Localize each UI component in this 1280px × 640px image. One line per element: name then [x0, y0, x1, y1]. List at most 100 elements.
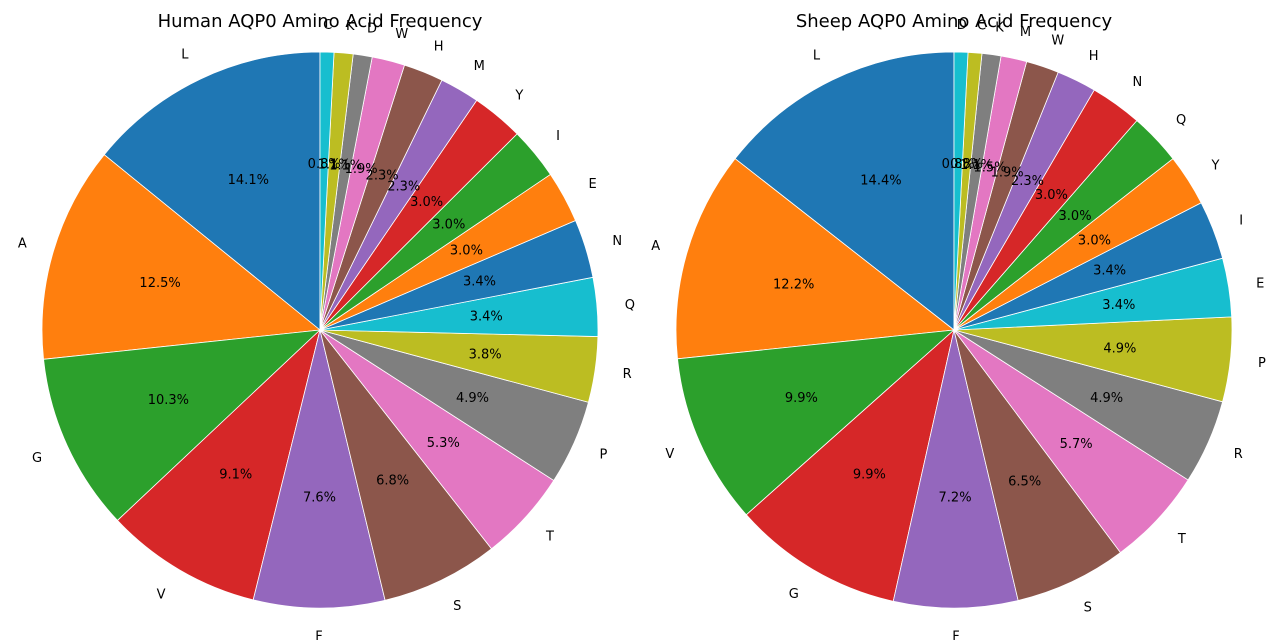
human-label-H: H — [434, 40, 444, 55]
sheep-label-N: N — [1133, 75, 1143, 90]
sheep-pct-F: 7.2% — [939, 490, 972, 505]
human-label-I: I — [556, 129, 560, 144]
sheep-label-K: K — [995, 21, 1004, 36]
sheep-pct-P: 4.9% — [1103, 341, 1136, 356]
human-slice-L — [103, 51, 321, 331]
sheep-pct-E: 3.4% — [1102, 298, 1135, 313]
human-pct-V: 9.1% — [219, 467, 252, 482]
sheep-label-R: R — [1234, 447, 1243, 462]
human-pct-L: 14.1% — [228, 173, 269, 188]
sheep-pct-I: 3.4% — [1093, 263, 1126, 278]
sheep-label-C: C — [977, 19, 986, 34]
sheep-pct-A: 12.2% — [773, 277, 814, 292]
sheep-slice-G — [745, 328, 955, 602]
human-pct-W: 1.9% — [345, 162, 378, 177]
human-label-E: E — [588, 177, 596, 192]
human-pct-T: 5.3% — [427, 436, 460, 451]
sheep-label-H: H — [1089, 49, 1099, 64]
sheep-pct-Q: 3.0% — [1059, 209, 1092, 224]
sheep-pct-S: 6.5% — [1008, 475, 1041, 490]
sheep-pct-V: 9.9% — [785, 391, 818, 406]
human-pct-S: 6.8% — [376, 474, 409, 489]
sheep-pct-W: 1.9% — [991, 165, 1024, 180]
sheep-pct-N: 3.0% — [1035, 188, 1068, 203]
sheep-slices — [675, 51, 1233, 609]
sheep-label-A: A — [651, 239, 660, 254]
human-pct-N: 3.4% — [463, 275, 496, 290]
sheep-slice-L — [734, 51, 955, 331]
sheep-label-S: S — [1084, 600, 1092, 615]
human-label-V: V — [157, 587, 166, 602]
human-pct-H: 2.3% — [366, 169, 399, 184]
human-slice-V — [116, 328, 321, 601]
human-labels: L 14.1% A 12.5% G 10.3% V 9.1% F 7.6% S 6.8% T 5.3% P 4… — [18, 18, 635, 640]
human-slice-S — [319, 329, 493, 601]
sheep-label-T: T — [1177, 532, 1186, 547]
human-label-Y: Y — [514, 88, 523, 103]
sheep-pct-G: 9.9% — [853, 467, 886, 482]
sheep-labels: L 14.4% A 12.2% V 9.9% G 9.9% F 7.2% S 6.5% T 5.7% R 4.… — [651, 18, 1266, 640]
human-slice-A — [41, 154, 321, 360]
sheep-slice-S — [953, 329, 1122, 601]
human-pct-Q: 3.4% — [470, 310, 503, 325]
human-chart-title: Human AQP0 Amino Acid Frequency — [158, 11, 483, 32]
sheep-pct-R: 4.9% — [1090, 391, 1123, 406]
human-label-G: G — [32, 451, 42, 466]
human-label-A: A — [18, 237, 27, 252]
human-slice-F — [252, 329, 386, 609]
sheep-label-I: I — [1239, 213, 1243, 228]
human-slice-G — [43, 329, 322, 522]
human-label-T: T — [545, 529, 554, 544]
human-pie-chart: Human AQP0 Amino Acid Frequency L 14.1% A 1… — [18, 11, 635, 640]
sheep-label-L: L — [813, 49, 821, 64]
sheep-pct-M: 1.5% — [973, 161, 1006, 176]
human-pct-F: 7.6% — [303, 490, 336, 505]
sheep-pct-K: 1.1% — [960, 158, 993, 173]
sheep-slice-A — [675, 158, 956, 360]
human-label-R: R — [623, 367, 632, 382]
sheep-label-G: G — [789, 587, 799, 602]
sheep-label-Q: Q — [1176, 113, 1186, 128]
human-pct-C: 0.8% — [308, 157, 341, 172]
human-label-P: P — [600, 448, 608, 463]
sheep-pct-Y: 3.0% — [1078, 234, 1111, 249]
sheep-label-F: F — [952, 629, 959, 640]
sheep-pct-D: 0.8% — [942, 157, 975, 172]
human-pct-E: 3.0% — [450, 244, 483, 259]
human-pct-I: 3.0% — [432, 218, 465, 233]
human-label-Q: Q — [625, 298, 635, 313]
sheep-label-D: D — [957, 18, 967, 33]
human-pct-Y: 3.0% — [410, 195, 443, 210]
human-label-K: K — [346, 19, 355, 34]
human-slice-C — [319, 51, 335, 331]
sheep-label-M: M — [1020, 25, 1031, 40]
sheep-slice-D — [953, 51, 969, 331]
sheep-label-V: V — [665, 447, 674, 462]
human-label-C: C — [323, 18, 332, 33]
human-label-D: D — [367, 21, 377, 36]
sheep-pct-L: 14.4% — [860, 174, 901, 189]
human-pct-A: 12.5% — [139, 276, 180, 291]
sheep-label-E: E — [1256, 277, 1264, 292]
human-pct-R: 3.8% — [469, 347, 502, 362]
human-label-F: F — [315, 629, 322, 640]
sheep-pct-C: 0.8% — [950, 157, 983, 172]
human-pct-P: 4.9% — [456, 391, 489, 406]
sheep-chart-title: Sheep AQP0 Amino Acid Frequency — [796, 11, 1113, 32]
sheep-pct-T: 5.7% — [1060, 437, 1093, 452]
sheep-slice-V — [677, 329, 956, 516]
human-label-S: S — [453, 599, 461, 614]
sheep-pct-H: 2.3% — [1011, 174, 1044, 189]
human-pct-G: 10.3% — [148, 393, 189, 408]
human-label-M: M — [474, 59, 485, 74]
sheep-pie-chart: Sheep AQP0 Amino Acid Frequency L 14.4% A 1… — [651, 11, 1266, 640]
human-pct-M: 2.3% — [387, 179, 420, 194]
human-pct-D: 1.1% — [329, 159, 362, 174]
human-label-L: L — [181, 47, 189, 62]
human-slices — [41, 51, 599, 609]
human-label-N: N — [612, 234, 622, 249]
human-label-W: W — [395, 27, 408, 42]
sheep-label-W: W — [1051, 34, 1064, 49]
sheep-label-Y: Y — [1210, 159, 1219, 174]
